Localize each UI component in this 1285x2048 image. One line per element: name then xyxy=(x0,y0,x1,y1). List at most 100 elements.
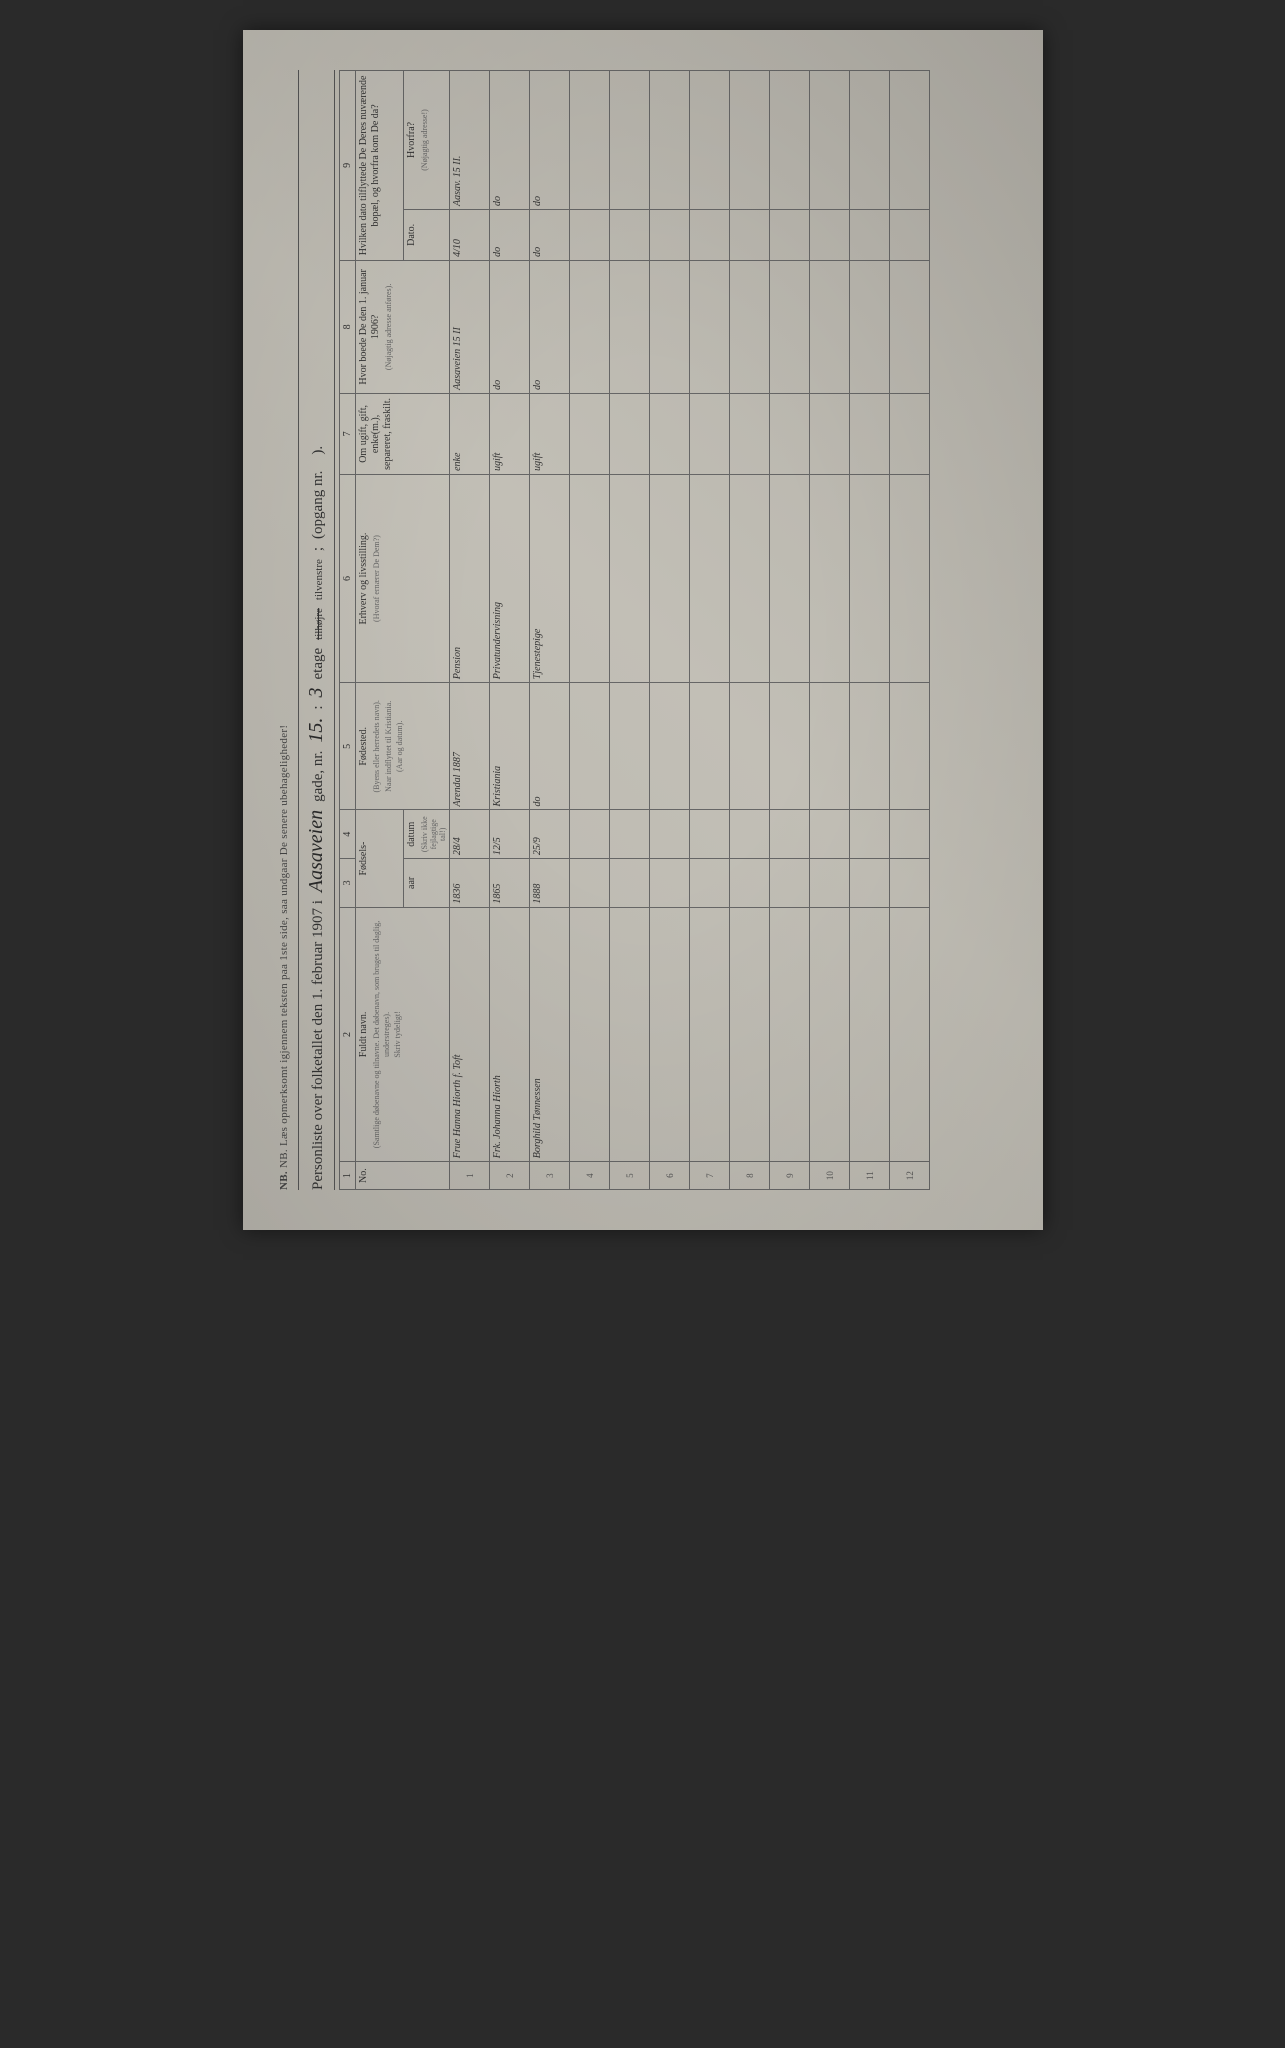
table-cell: 1 xyxy=(449,1162,489,1190)
table-cell xyxy=(729,260,769,393)
col-day-label: datum xyxy=(406,822,417,847)
colnum-8: 8 xyxy=(339,260,355,393)
table-cell xyxy=(849,474,889,682)
table-row: 4 xyxy=(569,71,609,1190)
colnum-1: 1 xyxy=(339,1162,355,1190)
table-cell xyxy=(769,859,809,908)
table-cell: ugift xyxy=(489,393,529,474)
col-occupation-sub: (Hvoraf ernærer De Dem?) xyxy=(372,478,382,679)
table-cell xyxy=(729,474,769,682)
table-cell xyxy=(569,907,609,1162)
table-cell xyxy=(689,810,729,859)
table-cell xyxy=(729,810,769,859)
table-row: 8 xyxy=(729,71,769,1190)
table-cell xyxy=(649,810,689,859)
col-birthplace: Fødested. (Byens eller herredets navn). … xyxy=(355,683,449,810)
nb-warning: NB. NB. Læs opmerksomt igjennem teksten … xyxy=(278,70,290,1190)
table-cell xyxy=(649,260,689,393)
table-cell xyxy=(689,683,729,810)
table-cell xyxy=(849,859,889,908)
table-cell xyxy=(889,209,929,260)
table-cell xyxy=(609,260,649,393)
table-cell: 1836 xyxy=(449,859,489,908)
table-cell: do xyxy=(489,71,529,210)
table-cell xyxy=(689,907,729,1162)
gade-label: gade, nr. xyxy=(310,751,327,802)
table-cell xyxy=(609,683,649,810)
colnum-4: 4 xyxy=(339,810,355,859)
col-name-sub: (Samtlige døbenavne og tilnavne. Det døb… xyxy=(372,911,391,1159)
table-cell xyxy=(569,209,609,260)
title-prefix: Personliste over folketallet den 1. febr… xyxy=(310,900,327,1190)
table-cell: do xyxy=(529,683,569,810)
table-cell xyxy=(569,474,609,682)
table-cell xyxy=(849,260,889,393)
etage-value: 3 xyxy=(305,687,328,697)
col-moved-from: Hvorfra? (Nøjagtig adresse!) xyxy=(403,71,449,210)
table-cell xyxy=(569,71,609,210)
census-table: 1 2 3 4 5 6 7 8 9 No. Fuldt navn. (Samtl… xyxy=(339,70,930,1190)
table-cell: Aasav. 15 II. xyxy=(449,71,489,210)
table-cell xyxy=(889,683,929,810)
table-cell xyxy=(609,859,649,908)
col-moved-from-label: Hvorfra? xyxy=(406,122,417,158)
table-cell xyxy=(729,907,769,1162)
col-name-label: Fuldt navn. xyxy=(358,1012,369,1058)
table-cell xyxy=(609,71,649,210)
table-cell: 12/5 xyxy=(489,810,529,859)
table-cell xyxy=(689,71,729,210)
side: tilvenstre xyxy=(313,559,325,600)
col-1906-label: Hvor boede De den 1. januar 1906? xyxy=(358,269,381,385)
table-cell xyxy=(689,474,729,682)
table-cell xyxy=(769,907,809,1162)
colnum-7: 7 xyxy=(339,393,355,474)
table-cell: 3 xyxy=(529,1162,569,1190)
table-header: 1 2 3 4 5 6 7 8 9 No. Fuldt navn. (Samtl… xyxy=(339,71,449,1190)
table-row: 7 xyxy=(689,71,729,1190)
table-cell: 12 xyxy=(889,1162,929,1190)
table-cell: ugift xyxy=(529,393,569,474)
table-cell xyxy=(849,907,889,1162)
nb-text: NB. Læs opmerksomt igjennem teksten paa … xyxy=(278,725,290,1168)
table-cell xyxy=(849,209,889,260)
table-cell xyxy=(769,393,809,474)
table-cell: do xyxy=(489,209,529,260)
table-cell: 10 xyxy=(809,1162,849,1190)
table-cell: do xyxy=(529,71,569,210)
table-cell: Pension xyxy=(449,474,489,682)
table-cell xyxy=(649,209,689,260)
col-1906: Hvor boede De den 1. januar 1906? (Nøjag… xyxy=(355,260,449,393)
table-cell xyxy=(889,71,929,210)
colnum-2: 2 xyxy=(339,907,355,1162)
table-row: 6 xyxy=(649,71,689,1190)
table-cell: 25/9 xyxy=(529,810,569,859)
table-cell xyxy=(569,260,609,393)
title-closing: ). xyxy=(310,446,327,455)
table-cell xyxy=(889,393,929,474)
table-cell xyxy=(729,71,769,210)
table-cell: 7 xyxy=(689,1162,729,1190)
table-cell: Tjenestepige xyxy=(529,474,569,682)
table-row: 1Frue Hanna Hiorth f. Toft183628/4Arenda… xyxy=(449,71,489,1190)
table-cell: 11 xyxy=(849,1162,889,1190)
header-main-row: No. Fuldt navn. (Samtlige døbenavne og t… xyxy=(355,71,403,1190)
col-year-label: aar xyxy=(406,877,417,889)
table-cell: 8 xyxy=(729,1162,769,1190)
table-cell: do xyxy=(529,260,569,393)
table-row: 12 xyxy=(889,71,929,1190)
col-moved: Hvilken dato tilflyttede De Deres nuvære… xyxy=(355,71,403,261)
table-cell xyxy=(609,474,649,682)
table-cell: 1865 xyxy=(489,859,529,908)
table-row: 3Borghild Tønnessen188825/9doTjenestepig… xyxy=(529,71,569,1190)
col-occupation-label: Erhverv og livsstilling. xyxy=(358,533,369,625)
table-cell xyxy=(849,683,889,810)
table-cell: Aasaveien 15 II xyxy=(449,260,489,393)
table-cell xyxy=(889,810,929,859)
col-birth-sub: (Skriv ikke fejlagtige tal!) xyxy=(419,813,447,855)
table-cell xyxy=(809,260,849,393)
table-cell xyxy=(769,683,809,810)
table-cell xyxy=(889,859,929,908)
col-moved-date: Dato. xyxy=(403,209,449,260)
col-name-sub2: Skriv tydeligt! xyxy=(393,911,403,1159)
side-struck: tilhøjre xyxy=(313,608,325,640)
